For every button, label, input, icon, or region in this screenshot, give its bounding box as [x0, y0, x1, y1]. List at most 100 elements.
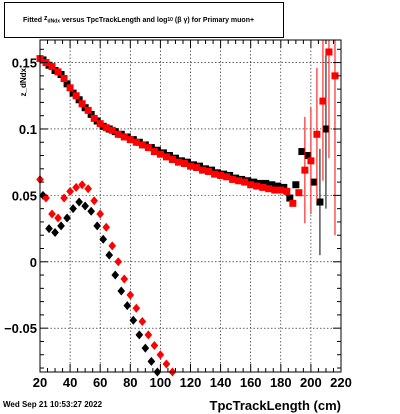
series-0	[39, 49, 330, 256]
data-point	[78, 100, 86, 108]
x-tick-label: 60	[93, 375, 107, 390]
data-point	[310, 178, 318, 186]
data-point	[150, 148, 158, 156]
y-tick-label: 0.1	[19, 122, 37, 137]
data-point	[319, 97, 327, 105]
data-point	[211, 170, 219, 178]
data-point	[126, 136, 134, 144]
data-point	[304, 152, 312, 160]
data-point	[87, 110, 95, 118]
data-point	[174, 158, 182, 166]
data-point	[108, 126, 116, 134]
y-tick-label: 0	[30, 255, 37, 270]
data-point	[90, 196, 99, 206]
data-point	[286, 194, 294, 202]
data-point	[265, 185, 273, 193]
data-point	[322, 125, 330, 133]
data-point	[132, 138, 140, 146]
data-point	[54, 68, 62, 76]
data-point	[141, 343, 150, 353]
data-point	[301, 166, 309, 174]
data-point	[271, 186, 279, 194]
title-middle: versus TpcTrackLength and log	[61, 16, 168, 24]
data-point	[54, 213, 62, 223]
data-point	[63, 213, 71, 223]
data-point	[117, 286, 126, 296]
title-suffix: (β γ) for Primary muon+	[174, 16, 255, 24]
x-axis-label: TpcTrackLength (cm)	[210, 398, 341, 413]
data-point	[162, 359, 171, 369]
data-point	[93, 221, 102, 231]
series-3	[36, 174, 177, 377]
data-point	[325, 48, 333, 56]
data-point	[60, 193, 68, 203]
data-point	[99, 234, 108, 244]
data-point	[78, 180, 86, 190]
y-tick-label: −0.05	[4, 321, 37, 336]
x-tick-label: 100	[150, 375, 172, 390]
data-point	[126, 290, 135, 300]
title-var: zdNdx	[44, 15, 61, 25]
data-point	[229, 175, 237, 183]
data-point	[81, 201, 89, 211]
y-tick-label: 0.05	[12, 188, 37, 203]
data-point	[96, 209, 105, 219]
x-tick-label: 40	[63, 375, 77, 390]
data-point	[316, 198, 324, 206]
data-point	[111, 270, 120, 280]
data-point	[48, 63, 56, 71]
data-point	[84, 184, 92, 194]
data-point	[292, 181, 300, 189]
data-point	[150, 340, 159, 350]
x-tick-label: 160	[240, 375, 262, 390]
data-point	[132, 303, 141, 313]
footer-date: Wed Sep 21 10:53:27 2022	[3, 400, 103, 409]
data-point	[84, 106, 92, 114]
data-point	[138, 141, 146, 149]
data-point	[313, 130, 321, 138]
data-point	[87, 206, 95, 216]
data-point	[60, 75, 68, 83]
data-point	[247, 181, 255, 189]
data-point	[259, 183, 267, 191]
data-point	[147, 356, 156, 366]
data-point	[114, 130, 122, 138]
x-tick-label: 120	[180, 375, 202, 390]
data-point	[274, 182, 282, 190]
data-point	[66, 84, 74, 92]
data-point	[277, 186, 285, 194]
data-point	[129, 315, 138, 325]
data-point	[63, 80, 71, 88]
data-point	[72, 92, 80, 100]
data-point	[75, 96, 83, 104]
data-point	[51, 228, 59, 238]
data-point	[217, 171, 225, 179]
data-point	[223, 173, 231, 181]
data-point	[241, 178, 249, 186]
data-point	[168, 156, 176, 164]
grid	[40, 40, 341, 372]
data-point	[135, 330, 144, 340]
series-2	[39, 190, 162, 377]
x-tick-label: 140	[210, 375, 232, 390]
data-point	[144, 330, 153, 340]
data-point	[331, 72, 339, 80]
chart-title-box: Fitted zdNdx versus TpcTrackLength and l…	[4, 2, 284, 38]
data-point	[295, 189, 303, 197]
series-1	[36, 40, 339, 236]
data-point	[253, 182, 261, 190]
data-point	[283, 187, 291, 195]
data-point	[66, 186, 74, 196]
data-point	[42, 193, 50, 203]
data-point	[45, 224, 53, 234]
data-point	[162, 153, 170, 161]
data-point	[114, 257, 123, 267]
data-point	[144, 144, 152, 152]
data-point	[193, 163, 201, 171]
data-point	[102, 124, 110, 132]
data-point	[180, 160, 188, 168]
data-point	[156, 150, 164, 158]
data-point	[307, 157, 315, 165]
